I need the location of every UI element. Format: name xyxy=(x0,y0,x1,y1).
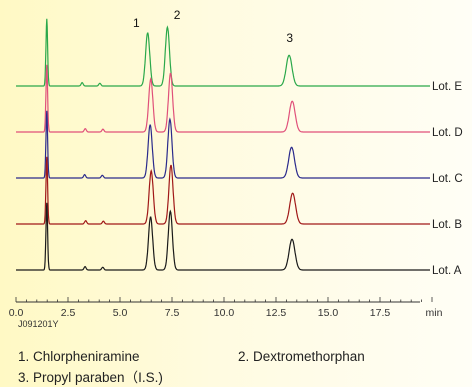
series-line-lot-a xyxy=(16,202,430,271)
x-tick-label: 17.5 xyxy=(370,307,391,319)
x-tick-label: 0.0 xyxy=(9,307,24,319)
series-line-lot-d xyxy=(16,64,430,133)
peak-label: 2 xyxy=(174,8,181,22)
x-tick-label: 12.5 xyxy=(266,307,287,319)
lot-label: Lot. E xyxy=(432,81,462,93)
peak-label: 1 xyxy=(133,16,140,30)
peak-label: 3 xyxy=(286,31,293,45)
x-axis-unit: min xyxy=(426,307,443,319)
chart-code: J091201Y xyxy=(18,319,59,329)
chromatogram-chart: Lot. E Lot. D Lot. C Lot. B Lot. A 1 2 3 0.0 2.… xyxy=(9,8,463,329)
x-tick-label: 10.0 xyxy=(214,307,235,319)
x-tick-label: 2.5 xyxy=(61,307,76,319)
legend-item-3: 3. Propyl paraben（I.S.) xyxy=(18,370,163,385)
lot-labels: Lot. E Lot. D Lot. C Lot. B Lot. A xyxy=(432,81,463,277)
x-tick-label: 5.0 xyxy=(113,307,128,319)
legend-item-1: 1. Chlorpheniramine xyxy=(18,349,140,364)
chromatogram-traces xyxy=(16,18,430,271)
lot-label: Lot. D xyxy=(432,127,463,139)
series-line-lot-c xyxy=(16,110,430,179)
lot-label: Lot. C xyxy=(432,173,463,185)
series-line-lot-b xyxy=(16,156,430,225)
peak-labels: 1 2 3 xyxy=(133,8,293,45)
series-line-lot-e xyxy=(16,18,430,87)
x-tick-label: 7.5 xyxy=(165,307,180,319)
x-axis: 0.0 2.5 5.0 7.5 10.0 12.5 15.0 17.5 min J091201Y xyxy=(9,297,443,329)
x-tick-label: 15.0 xyxy=(318,307,339,319)
lot-label: Lot. B xyxy=(432,219,462,231)
lot-label: Lot. A xyxy=(432,265,462,277)
legend-item-2: 2. Dextromethorphan xyxy=(238,349,365,364)
